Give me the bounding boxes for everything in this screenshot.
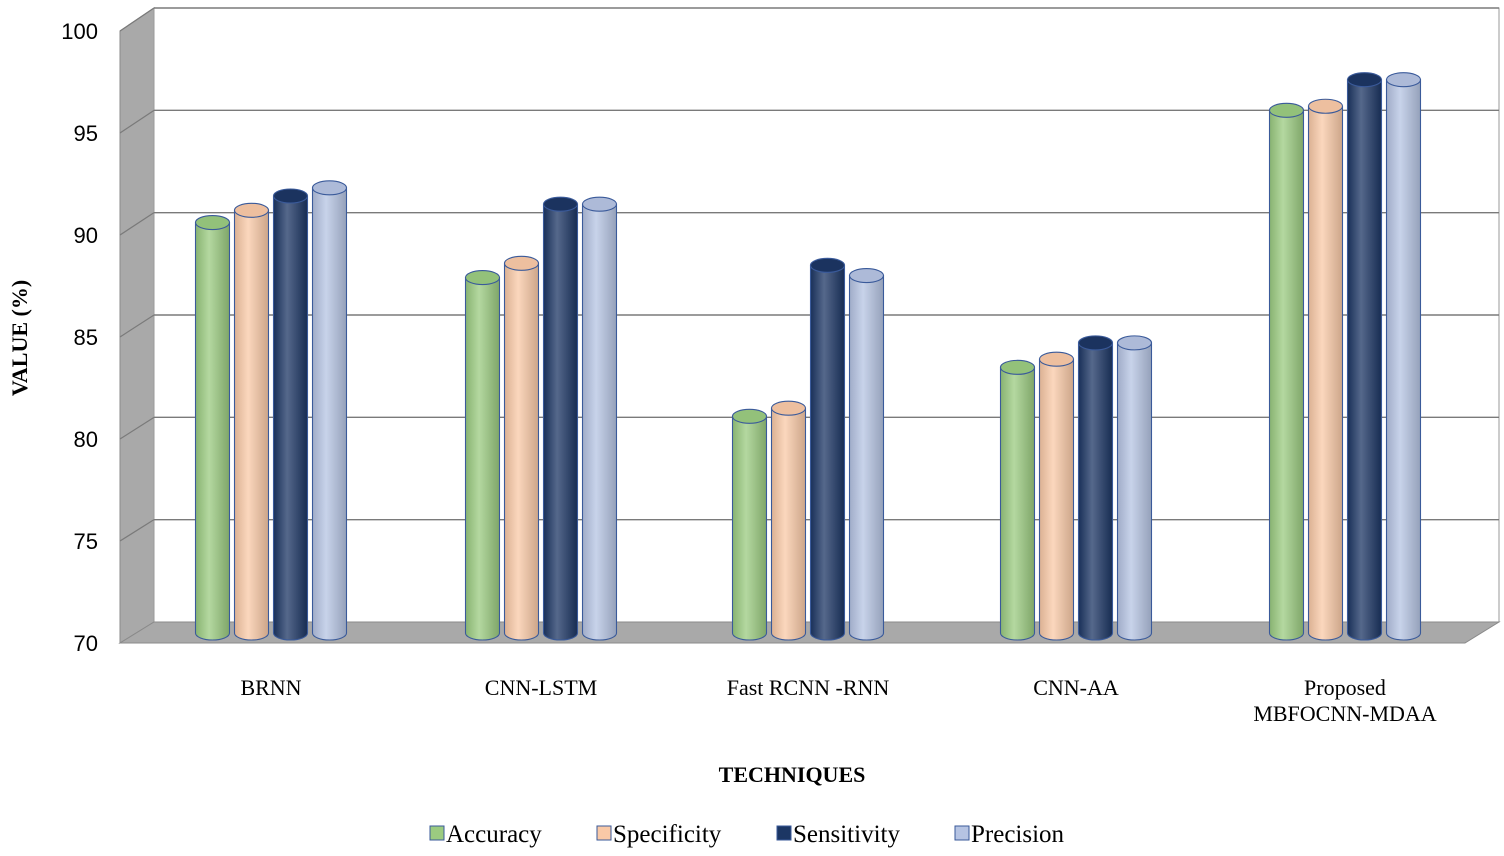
- bar-sensitivity-2: [542, 196, 579, 641]
- legend-label: Accuracy: [446, 821, 542, 848]
- y-tick-label: 80: [74, 427, 98, 452]
- gridline-side: [119, 109, 155, 134]
- legend-swatch: [954, 825, 970, 841]
- legend-label: Sensitivity: [793, 821, 900, 848]
- y-axis-title: VALUE (%): [7, 280, 32, 396]
- legend-swatch: [429, 825, 445, 841]
- bar-precision-4: [1116, 335, 1153, 641]
- floor: [118, 621, 1501, 644]
- legend-item-specificity: Specificity: [596, 821, 722, 848]
- y-tick-label: 70: [74, 631, 98, 656]
- bar-specificity-4: [1038, 351, 1075, 641]
- bar-sensitivity-5: [1346, 72, 1383, 641]
- x-category-label: CNN-LSTM: [485, 675, 597, 700]
- gridline-side: [119, 416, 155, 440]
- bar-precision-2: [581, 196, 618, 641]
- bar-accuracy-3: [731, 408, 768, 641]
- legend-label: Precision: [971, 821, 1065, 848]
- x-axis-categories: BRNN CNN-LSTM Fast RCNN -RNN CNN-AA Proposed…: [240, 675, 1436, 726]
- legend-item-accuracy: Accuracy: [429, 821, 542, 848]
- bar-sensitivity-3: [809, 257, 846, 641]
- x-category-label: BRNN: [240, 675, 301, 700]
- bar-precision-5: [1385, 72, 1422, 641]
- bar-accuracy-2: [464, 270, 501, 641]
- bar-accuracy-1: [194, 214, 231, 641]
- legend-item-precision: Precision: [954, 821, 1065, 848]
- bar-accuracy-5: [1268, 102, 1305, 641]
- y-tick-label: 85: [74, 325, 98, 350]
- bar-sensitivity-4: [1077, 335, 1114, 641]
- x-category-label: Fast RCNN -RNN: [727, 675, 890, 700]
- legend: Accuracy Specificity Sensitivity Precision: [429, 821, 1065, 848]
- bar-specificity-2: [503, 255, 540, 641]
- bar-accuracy-4: [999, 359, 1036, 641]
- gridline-side: [119, 7, 155, 32]
- bar-specificity-3: [770, 400, 807, 641]
- bars: [194, 72, 1422, 641]
- y-tick-label: 100: [61, 19, 98, 44]
- bar-precision-1: [311, 180, 348, 641]
- bar-sensitivity-1: [272, 188, 309, 641]
- gridline-side: [119, 314, 155, 338]
- x-axis-title: TECHNIQUES: [719, 762, 866, 787]
- bar-specificity-5: [1307, 98, 1344, 641]
- bar-precision-3: [848, 268, 885, 641]
- gridline-side: [119, 212, 155, 236]
- y-tick-label: 75: [74, 529, 98, 554]
- x-category-label: Proposed MBFOCNN-MDAA: [1253, 675, 1436, 726]
- y-tick-label: 95: [74, 121, 98, 146]
- x-category-label: CNN-AA: [1033, 675, 1119, 700]
- bar-specificity-1: [233, 202, 270, 641]
- y-tick-label: 90: [74, 223, 98, 248]
- legend-label: Specificity: [613, 821, 722, 848]
- legend-swatch: [776, 825, 792, 841]
- gridline-side: [119, 519, 155, 542]
- y-axis-ticks: 70 75 80 85 90 95 100: [61, 19, 98, 656]
- legend-item-sensitivity: Sensitivity: [776, 821, 900, 848]
- legend-swatch: [596, 825, 612, 841]
